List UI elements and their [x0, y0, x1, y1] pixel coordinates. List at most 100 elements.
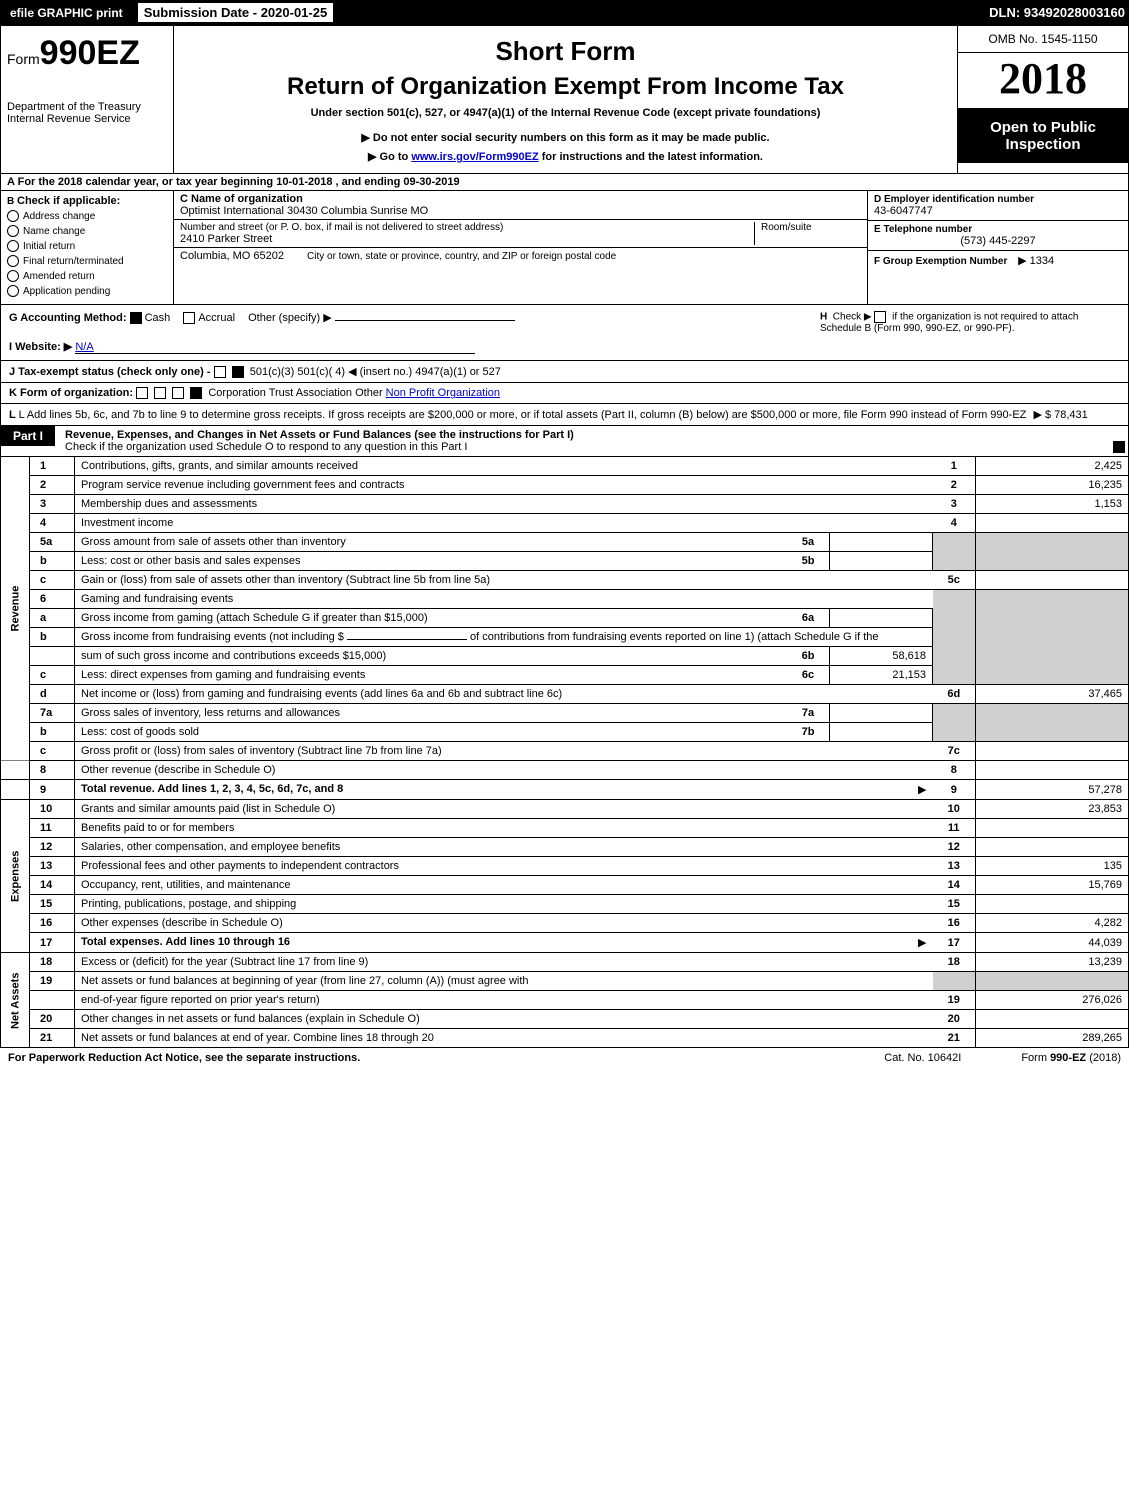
- chk-final-return[interactable]: Final return/terminated: [7, 255, 167, 267]
- sub-val-5a: [830, 533, 933, 552]
- line-6d-value: 37,465: [976, 685, 1129, 704]
- chk-initial-return[interactable]: Initial return: [7, 240, 167, 252]
- chk-label-amended: Amended return: [23, 271, 95, 282]
- line-3-row: 3 Membership dues and assessments 3 1,15…: [1, 495, 1129, 514]
- right-num-7c: 7c: [933, 742, 976, 761]
- line-12-value: [976, 838, 1129, 857]
- other-specify-input[interactable]: [335, 320, 515, 321]
- sub-num-7a: 7a: [787, 704, 830, 723]
- chk-501c3[interactable]: [214, 366, 226, 378]
- line-num-18: 18: [30, 953, 75, 972]
- line-13-row: 13 Professional fees and other payments …: [1, 857, 1129, 876]
- line-num-5c: c: [30, 571, 75, 590]
- section-l: L L Add lines 5b, 6c, and 7b to line 9 t…: [0, 404, 1129, 426]
- sub-val-6c: 21,153: [830, 666, 933, 685]
- right-num-4: 4: [933, 514, 976, 533]
- phone-label: E Telephone number: [874, 224, 1122, 235]
- line-7c-value: [976, 742, 1129, 761]
- website-link[interactable]: N/A: [75, 341, 93, 353]
- revenue-side-label: Revenue: [1, 457, 30, 761]
- line-6b-blank[interactable]: [347, 639, 467, 640]
- chk-association[interactable]: [172, 387, 184, 399]
- line-6b-mid-text: of contributions from fundraising events…: [470, 631, 878, 643]
- section-d: D Employer identification number 43-6047…: [868, 191, 1128, 221]
- line-6a-text: Gross income from gaming (attach Schedul…: [81, 612, 428, 624]
- chk-label-pending: Application pending: [23, 286, 110, 297]
- line-3-text: Membership dues and assessments: [81, 498, 257, 510]
- line-7a-row: 7a Gross sales of inventory, less return…: [1, 704, 1129, 723]
- line-18-text: Excess or (deficit) for the year (Subtra…: [81, 956, 368, 968]
- line-1-value: 2,425: [976, 457, 1129, 476]
- tax-year: 2018: [958, 53, 1128, 109]
- line-17-value: 44,039: [976, 933, 1129, 953]
- accounting-method-label: G Accounting Method:: [9, 312, 127, 324]
- chk-label-final: Final return/terminated: [23, 256, 124, 267]
- right-num-2: 2: [933, 476, 976, 495]
- line-num-17: 17: [30, 933, 75, 953]
- sub-val-7a: [830, 704, 933, 723]
- line-num-2: 2: [30, 476, 75, 495]
- part-1-title: Revenue, Expenses, and Changes in Net As…: [65, 429, 574, 441]
- right-num-10: 10: [933, 800, 976, 819]
- section-a-row: A For the 2018 calendar year, or tax yea…: [0, 174, 1129, 191]
- section-e: E Telephone number (573) 445-2297: [868, 221, 1128, 251]
- tax-exempt-opts: 501(c)(3) 501(c)( 4) ◀ (insert no.) 4947…: [250, 366, 501, 378]
- section-d-e-f: D Employer identification number 43-6047…: [867, 191, 1128, 304]
- accrual-label: Accrual: [198, 312, 235, 324]
- chk-schedule-o-part1[interactable]: [1113, 441, 1125, 453]
- line-6c-text: Less: direct expenses from gaming and fu…: [81, 669, 365, 681]
- section-j: J Tax-exempt status (check only one) - 5…: [0, 361, 1129, 383]
- shade-val-5ab: [976, 533, 1129, 571]
- chk-name-change[interactable]: Name change: [7, 225, 167, 237]
- cat-number: Cat. No. 10642I: [884, 1052, 961, 1064]
- org-name: Optimist International 30430 Columbia Su…: [180, 205, 861, 217]
- chk-other-org[interactable]: [190, 387, 202, 399]
- other-org-link[interactable]: Non Profit Organization: [386, 387, 500, 399]
- sub-val-6a: [830, 609, 933, 628]
- right-num-1: 1: [933, 457, 976, 476]
- line-num-3: 3: [30, 495, 75, 514]
- line-num-5a: 5a: [30, 533, 75, 552]
- line-num-12: 12: [30, 838, 75, 857]
- sub-num-6a: 6a: [787, 609, 830, 628]
- line-9-value: 57,278: [976, 780, 1129, 800]
- chk-address-change[interactable]: Address change: [7, 210, 167, 222]
- right-num-17: 17: [933, 933, 976, 953]
- line-num-20: 20: [30, 1010, 75, 1029]
- chk-amended-return[interactable]: Amended return: [7, 270, 167, 282]
- go-to-link[interactable]: www.irs.gov/Form990EZ: [411, 151, 538, 163]
- right-num-15: 15: [933, 895, 976, 914]
- line-6d-row: d Net income or (loss) from gaming and f…: [1, 685, 1129, 704]
- chk-schedule-b[interactable]: [874, 311, 886, 323]
- right-num-9: 9: [933, 780, 976, 800]
- sub-num-7b: 7b: [787, 723, 830, 742]
- line-8-text: Other revenue (describe in Schedule O): [81, 764, 275, 776]
- shade-val-6: [976, 590, 1129, 685]
- chk-trust[interactable]: [154, 387, 166, 399]
- line-num-7a: 7a: [30, 704, 75, 723]
- chk-cash[interactable]: [130, 312, 142, 324]
- section-f: F Group Exemption Number ▶ 1334: [868, 251, 1128, 270]
- sub-num-6b: 6b: [787, 647, 830, 666]
- website-label: I Website: ▶: [9, 341, 72, 353]
- line-num-11: 11: [30, 819, 75, 838]
- line-17-row: 17 Total expenses. Add lines 10 through …: [1, 933, 1129, 953]
- ein-label: D Employer identification number: [874, 194, 1122, 205]
- chk-accrual[interactable]: [183, 312, 195, 324]
- line-2-value: 16,235: [976, 476, 1129, 495]
- efile-print-btn[interactable]: efile GRAPHIC print: [4, 4, 129, 22]
- chk-corporation[interactable]: [136, 387, 148, 399]
- line-6-row: 6 Gaming and fundraising events: [1, 590, 1129, 609]
- chk-application-pending[interactable]: Application pending: [7, 285, 167, 297]
- right-num-14: 14: [933, 876, 976, 895]
- right-num-13: 13: [933, 857, 976, 876]
- chk-label-name: Name change: [23, 226, 85, 237]
- chk-501c4[interactable]: [232, 366, 244, 378]
- line-num-6: 6: [30, 590, 75, 609]
- line-3-value: 1,153: [976, 495, 1129, 514]
- shade-val-7ab: [976, 704, 1129, 742]
- line-19-pre-row: 19 Net assets or fund balances at beginn…: [1, 972, 1129, 991]
- line-18-row: Net Assets 18 Excess or (deficit) for th…: [1, 953, 1129, 972]
- dept-irs: Internal Revenue Service: [7, 113, 167, 125]
- line-num-6d: d: [30, 685, 75, 704]
